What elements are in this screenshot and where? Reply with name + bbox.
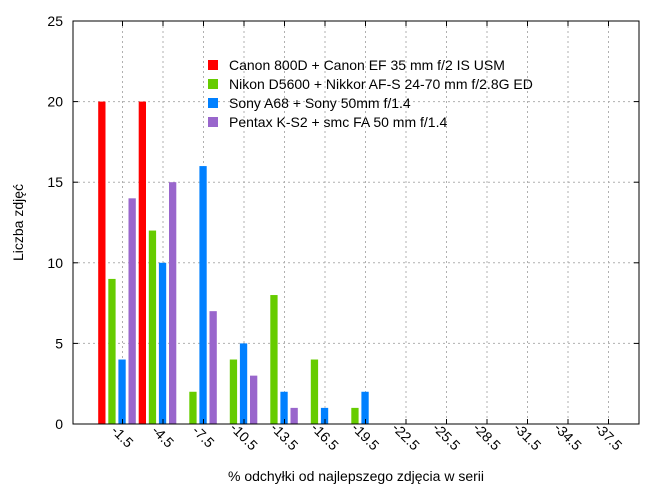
y-tick-label: 20	[47, 94, 63, 110]
x-tick-label: -4.5	[149, 422, 178, 451]
y-tick-label: 5	[55, 335, 63, 351]
y-tick-label: 10	[47, 255, 63, 271]
y-tick-label: 25	[47, 13, 63, 29]
bar	[239, 343, 248, 424]
x-tick-label: -7.5	[189, 422, 218, 451]
x-tick-label: -1.5	[108, 422, 137, 451]
y-axis: 0 5 10 15 20 25	[47, 13, 639, 432]
y-tick-label: 15	[47, 174, 63, 190]
legend-label: Canon 800D + Canon EF 35 mm f/2 IS USM	[229, 57, 505, 73]
legend-label: Sony A68 + Sony 50mm f/1.4	[229, 95, 411, 111]
bar	[98, 101, 106, 424]
bar	[290, 407, 298, 424]
x-tick-label: -19.5	[349, 420, 383, 454]
bar	[361, 391, 369, 424]
bar	[310, 359, 319, 424]
bar	[270, 295, 278, 424]
bar	[108, 278, 116, 424]
bar	[199, 166, 207, 424]
bar	[280, 391, 288, 424]
x-tick-label: -10.5	[227, 420, 261, 454]
x-tick-label: -22.5	[389, 420, 423, 454]
bar	[158, 262, 167, 424]
plot-frame	[72, 20, 640, 425]
bar	[229, 359, 238, 424]
y-axis-title: Liczba zdjęć	[10, 184, 26, 261]
bar	[118, 359, 126, 424]
x-tick-label: -13.5	[268, 420, 302, 454]
legend-label: Pentax K-S2 + smc FA 50 mm f/1.4	[229, 114, 447, 130]
grid	[73, 21, 639, 424]
legend-swatch	[208, 98, 218, 108]
bar	[148, 230, 157, 424]
legend-swatch	[208, 60, 218, 70]
x-tick-label: -28.5	[470, 420, 504, 454]
x-tick-label: -16.5	[308, 420, 342, 454]
x-axis-title: % odchyłki od najlepszego zdjęcia w seri…	[228, 468, 484, 484]
legend-swatch	[208, 79, 218, 89]
legend: Canon 800D + Canon EF 35 mm f/2 IS USM Ni…	[208, 57, 533, 130]
bar	[138, 101, 146, 424]
bar	[320, 407, 329, 424]
x-tick-label: -31.5	[511, 420, 545, 454]
bar	[169, 182, 177, 424]
bar	[189, 391, 197, 424]
bar	[250, 375, 258, 424]
y-tick-label: 0	[55, 416, 63, 432]
x-tick-label: -34.5	[551, 420, 585, 454]
bar	[128, 198, 136, 424]
legend-label: Nikon D5600 + Nikkor AF-S 24-70 mm f/2.8…	[229, 76, 533, 92]
x-tick-label: -37.5	[592, 420, 626, 454]
legend-swatch	[208, 117, 218, 127]
x-tick-label: -25.5	[430, 420, 464, 454]
bar	[351, 407, 359, 424]
bar	[209, 311, 217, 424]
bars	[98, 101, 369, 424]
